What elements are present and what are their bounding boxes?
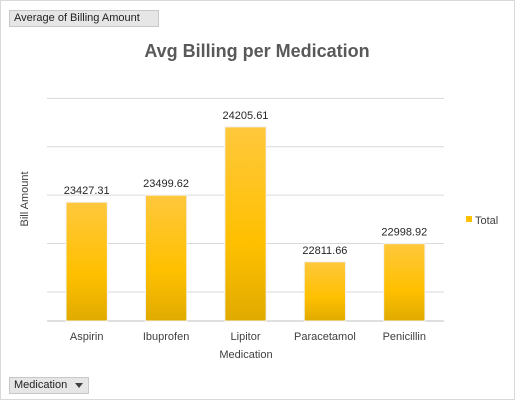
chevron-down-icon[interactable] (75, 383, 83, 388)
bar-lipitor[interactable] (224, 126, 267, 322)
chart-title: Avg Billing per Medication (144, 41, 369, 61)
legend-label: Total (475, 215, 498, 227)
y-axis-title: Bill Amount (19, 171, 31, 226)
x-tick-label: Aspirin (70, 331, 104, 343)
data-labels: 23427.31 23499.62 24205.61 22811.66 22998.92 (64, 110, 427, 257)
bars (65, 126, 426, 322)
data-label: 22811.66 (302, 245, 347, 257)
axis-field-label: Medication (14, 379, 68, 391)
x-axis-title: Medication (219, 349, 272, 361)
value-field-label: Average of Billing Amount (14, 12, 140, 24)
legend: Total (466, 215, 498, 227)
axis-field-button[interactable]: Medication (9, 377, 89, 394)
bar-ibuprofen[interactable] (144, 194, 188, 322)
x-tick-label: Paracetamol (294, 331, 356, 343)
data-label: 23499.62 (143, 178, 189, 190)
bar-penicillin[interactable] (383, 243, 426, 322)
data-label: 22998.92 (381, 227, 427, 239)
value-field-button[interactable]: Average of Billing Amount (9, 10, 159, 27)
x-tick-labels: Aspirin Ibuprofen Lipitor Paracetamol Penici… (70, 331, 426, 343)
data-label: 24205.61 (223, 110, 269, 122)
x-tick-label: Ibuprofen (143, 331, 189, 343)
x-tick-label: Lipitor (231, 331, 261, 343)
x-tick-label: Penicillin (383, 331, 426, 343)
bar-aspirin[interactable] (65, 201, 108, 322)
data-label: 23427.31 (64, 185, 110, 197)
legend-swatch (466, 216, 472, 222)
bar-paracetamol[interactable] (303, 261, 347, 322)
